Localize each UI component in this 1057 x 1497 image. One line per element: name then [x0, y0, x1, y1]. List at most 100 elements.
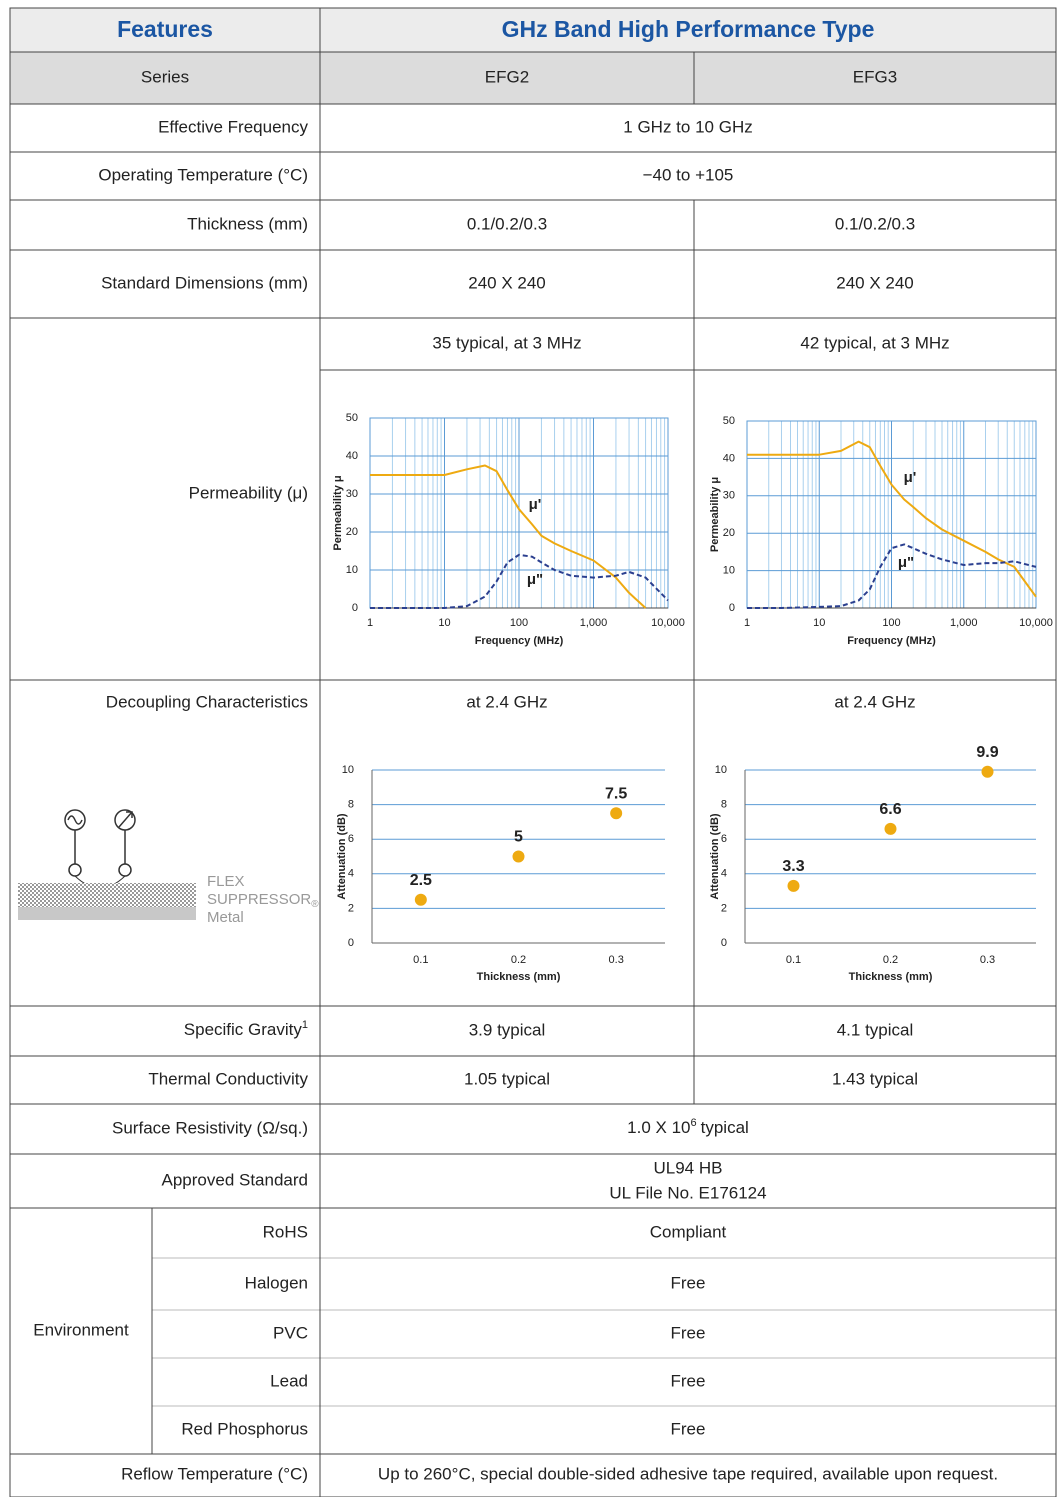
table-cell	[319, 1405, 1057, 1455]
y-tick-label: 20	[346, 526, 358, 538]
cell-text: Environment	[33, 1320, 129, 1339]
cell-text: Lead	[270, 1371, 308, 1390]
x-tick-label: 100	[882, 617, 900, 629]
chart-title: at 2.4 GHz	[834, 692, 915, 711]
cell-text: Operating Temperature (°C)	[98, 165, 308, 184]
table-cell	[151, 1357, 321, 1407]
table-cell	[319, 249, 695, 319]
table-cell	[693, 1055, 1057, 1105]
label: Specific Gravity	[184, 1020, 303, 1039]
series-line	[747, 440, 1037, 598]
x-tick-label: 1,000	[580, 617, 608, 629]
data-point	[787, 879, 800, 892]
mark: ®	[311, 899, 319, 910]
metal-plate	[18, 907, 196, 920]
x-tick-label: 100	[510, 617, 528, 629]
data-point	[512, 850, 525, 863]
table-cell	[693, 199, 1057, 251]
x-tick-label: 1	[744, 617, 750, 629]
y-tick-label: 40	[346, 450, 358, 462]
label: SUPPRESSOR	[207, 891, 311, 908]
cell-text: RoHS	[263, 1222, 308, 1241]
cell-text: Up to 260°C, special double-sided adhesi…	[378, 1464, 998, 1483]
table-cell	[9, 679, 321, 1007]
y-tick-label: 8	[348, 799, 354, 811]
cell-text: Compliant	[650, 1222, 727, 1241]
x-tick-label: 0.3	[609, 954, 624, 966]
y-tick-label: 6	[348, 833, 354, 845]
data-label: 6.6	[879, 801, 901, 818]
note-mark: 1	[302, 1019, 308, 1031]
cell-text: Thickness (mm)	[187, 214, 308, 233]
x-tick-label: 0.1	[413, 954, 428, 966]
cell-text: Effective Frequency	[158, 117, 308, 136]
table-cell	[319, 1153, 1057, 1209]
exponent: 6	[691, 1117, 697, 1129]
x-axis-label: Frequency (MHz)	[847, 635, 936, 647]
cell-text: UL94 HB	[654, 1158, 723, 1177]
base: 1.0 X 10	[627, 1118, 690, 1137]
cell-text: 240 X 240	[836, 273, 914, 292]
table-cell	[319, 1103, 1057, 1155]
table-cell	[319, 1005, 695, 1057]
y-tick-label: 50	[346, 412, 358, 424]
series-label: μ'	[904, 469, 917, 486]
y-axis-label: Permeability μ	[709, 477, 721, 552]
diagram-label: SUPPRESSOR®	[207, 891, 319, 910]
y-axis-label: Permeability μ	[332, 475, 344, 550]
table-cell	[151, 1405, 321, 1455]
cell-text: PVC	[273, 1323, 308, 1342]
x-tick-label: 10,000	[1019, 617, 1053, 629]
table-cell	[9, 1005, 321, 1057]
table-cell	[319, 51, 695, 105]
cell-text: 4.1 typical	[837, 1020, 914, 1039]
table-cell	[319, 1453, 1057, 1497]
series-line	[747, 543, 1037, 609]
source-wave	[67, 815, 83, 825]
table-cell	[693, 51, 1057, 105]
cell-text: Features	[117, 16, 213, 42]
cell-text: 240 X 240	[468, 273, 546, 292]
cell-text: EFG2	[485, 67, 529, 86]
table-cell	[151, 1257, 321, 1311]
suffix: typical	[701, 1118, 749, 1137]
y-tick-label: 2	[721, 902, 727, 914]
cell-text: Free	[671, 1419, 706, 1438]
series-label: μ'	[529, 496, 542, 513]
decoupling-diagram	[18, 809, 196, 920]
y-tick-label: 10	[715, 764, 727, 776]
cell-text: Halogen	[245, 1273, 308, 1292]
cell-text: −40 to +105	[643, 165, 734, 184]
x-tick-label: 1,000	[950, 617, 978, 629]
x-tick-label: 10	[813, 617, 825, 629]
cell-text: 1 GHz to 10 GHz	[623, 117, 752, 136]
cell-text: Standard Dimensions (mm)	[101, 273, 308, 292]
y-tick-label: 0	[729, 602, 735, 614]
cell-text: FLEX	[207, 873, 245, 890]
y-axis-label: Attenuation (dB)	[336, 813, 348, 899]
table-cell	[9, 199, 321, 251]
cell-text: 1.05 typical	[464, 1069, 550, 1088]
cell-text: Permeability (μ)	[189, 483, 308, 502]
table-cell	[9, 103, 321, 153]
x-tick-label: 0.1	[786, 954, 801, 966]
y-tick-label: 10	[723, 565, 735, 577]
y-tick-label: 0	[721, 937, 727, 949]
data-label: 9.9	[976, 744, 998, 761]
cell-text: Thermal Conductivity	[148, 1069, 308, 1088]
meter-needle	[118, 811, 133, 828]
y-tick-label: 4	[348, 868, 354, 880]
y-tick-label: 40	[723, 452, 735, 464]
table-cell	[693, 679, 1057, 1007]
table-cell	[319, 1055, 695, 1105]
cell-text: 3.9 typical	[469, 1020, 546, 1039]
table-cell	[693, 1005, 1057, 1057]
table-cell	[9, 1103, 321, 1155]
x-axis-label: Thickness (mm)	[849, 971, 933, 983]
x-tick-label: 10	[438, 617, 450, 629]
suppressor-sheet	[18, 883, 196, 907]
table-cell	[319, 1207, 1057, 1259]
cell-text: 1.43 typical	[832, 1069, 918, 1088]
cell-text: Surface Resistivity (Ω/sq.)	[112, 1118, 308, 1137]
